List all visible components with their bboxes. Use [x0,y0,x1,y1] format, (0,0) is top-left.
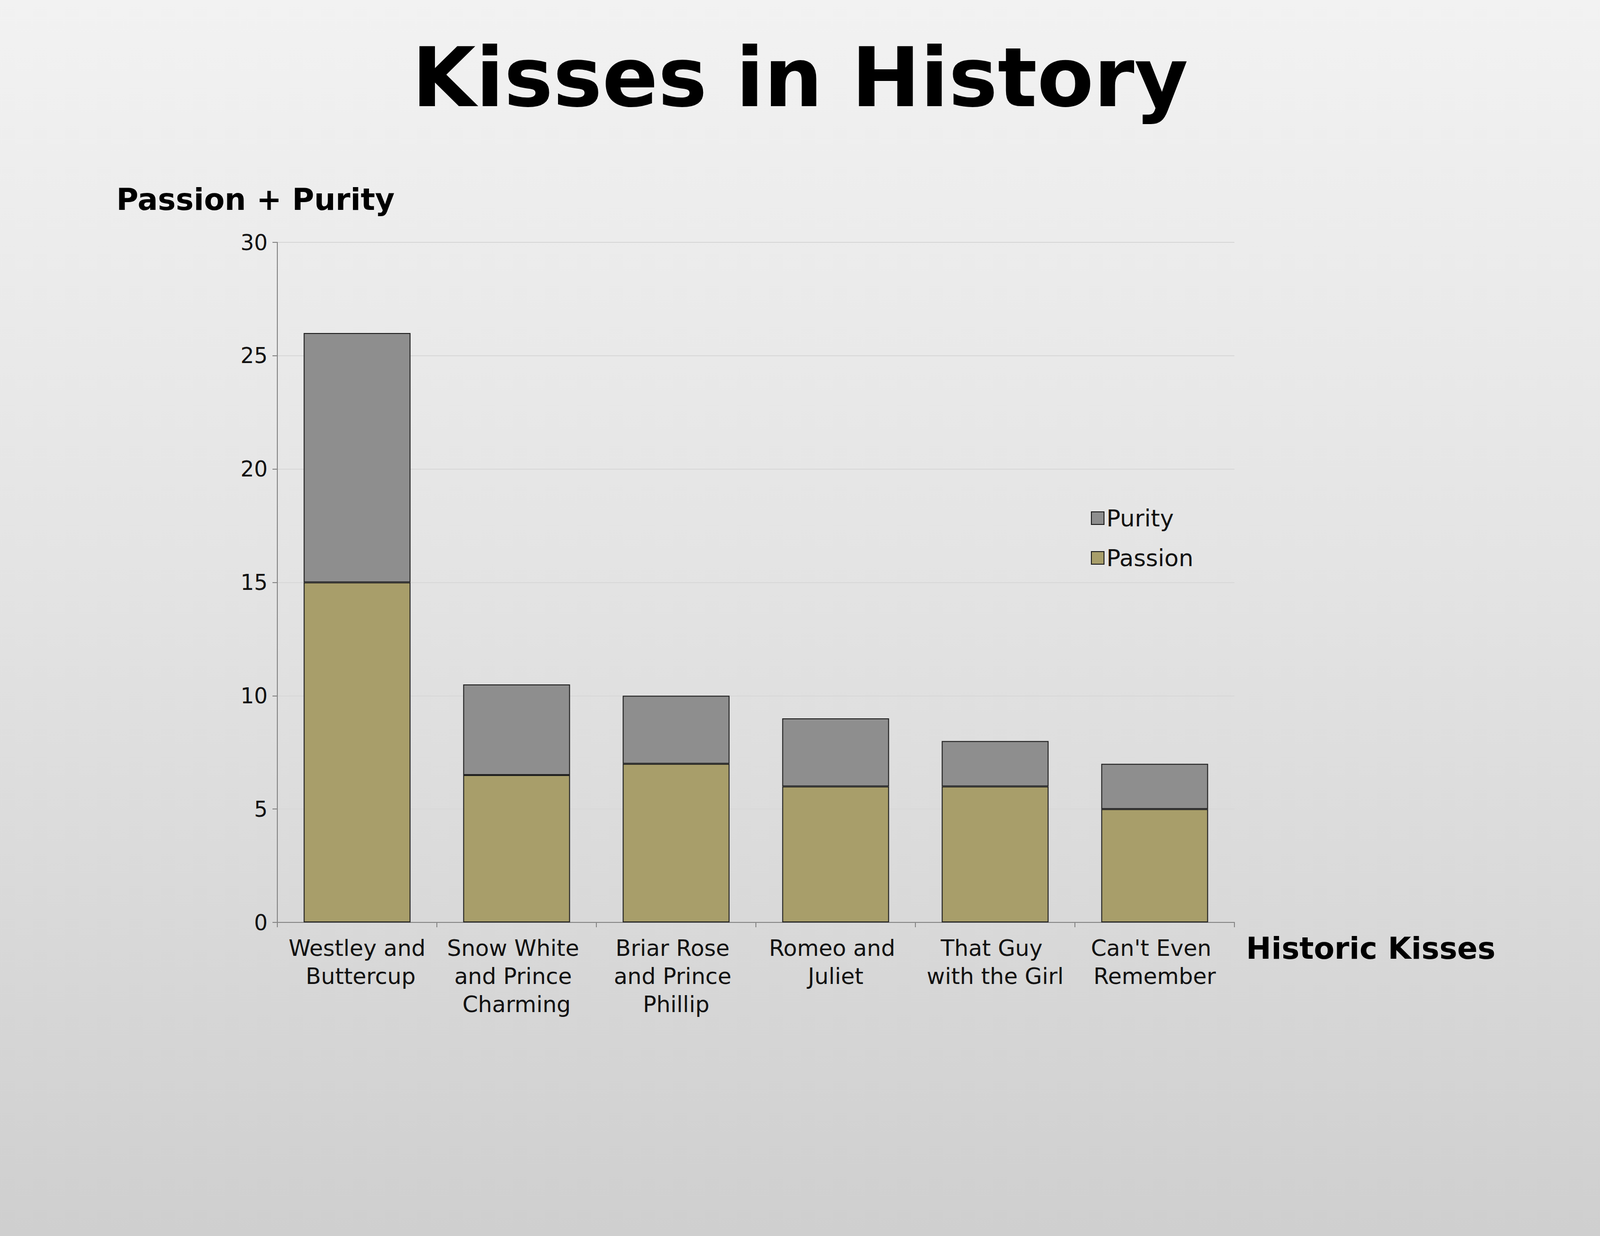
svg-text:15: 15 [240,570,268,595]
svg-text:Kisses in History: Kisses in History [412,29,1189,126]
svg-text:Passion: Passion [1106,544,1194,572]
svg-text:Romeo and: Romeo and [768,935,903,962]
svg-text:0: 0 [254,910,268,936]
svg-text:Can't Even: Can't Even [1090,935,1219,962]
svg-text:Remember: Remember [1093,963,1216,990]
svg-text:5: 5 [254,797,268,822]
svg-text:Passion + Purity: Passion + Purity [116,181,395,218]
svg-text:30: 30 [240,230,268,256]
svg-text:25: 25 [240,343,268,368]
svg-text:Historic Kisses: Historic Kisses [1246,930,1496,967]
svg-text:and Prince: and Prince [454,963,579,990]
svg-text:with the Girl: with the Girl [926,963,1064,990]
svg-text:Snow White: Snow White [447,935,587,962]
svg-text:20: 20 [240,456,268,482]
svg-text:Buttercup: Buttercup [298,963,416,990]
svg-text:Charming: Charming [462,991,572,1018]
svg-text:Juliet: Juliet [806,963,864,990]
svg-text:Purity: Purity [1106,504,1174,532]
svg-text:Briar Rose: Briar Rose [615,935,737,962]
svg-text:Phillip: Phillip [642,991,710,1018]
svg-text:Westley and: Westley and [288,935,426,962]
svg-text:That Guy: That Guy [940,935,1050,962]
svg-text:and Prince: and Prince [613,963,739,990]
svg-text:10: 10 [240,683,268,709]
